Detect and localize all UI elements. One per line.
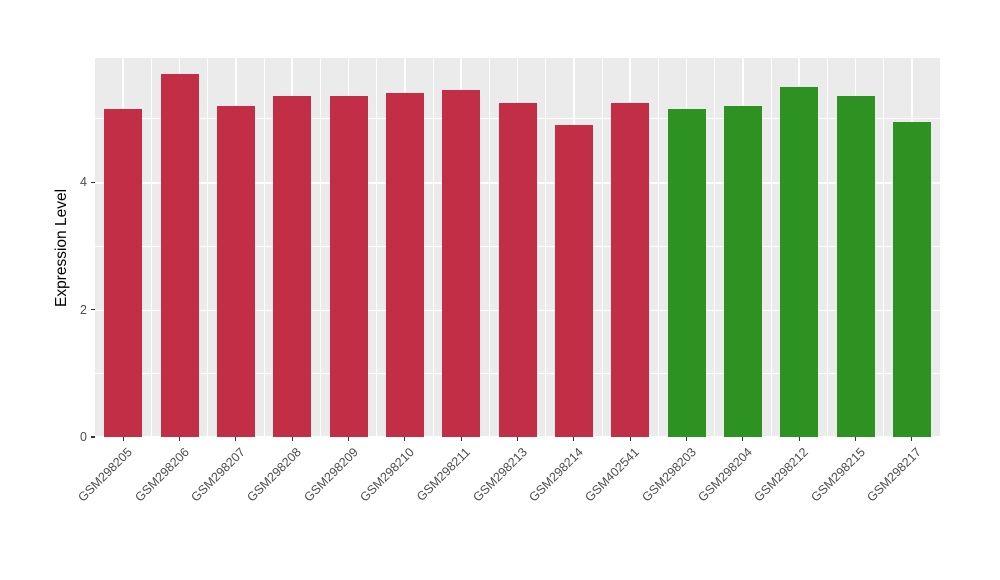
bar <box>498 102 537 437</box>
y-axis-title: Expression Level <box>53 188 70 307</box>
gridline-minor-vertical <box>207 58 208 437</box>
gridline-minor-vertical <box>714 58 715 437</box>
bar <box>216 105 255 437</box>
gridline-minor-vertical <box>601 58 603 437</box>
bar <box>385 93 424 437</box>
x-tick-mark <box>573 437 575 441</box>
bar <box>667 108 706 437</box>
x-tick-mark <box>460 437 462 441</box>
bar <box>892 121 931 437</box>
x-tick-label: GSM298213 <box>469 445 530 505</box>
x-tick-mark <box>122 437 124 441</box>
x-tick-mark <box>347 437 350 441</box>
x-tick-label: GSM298204 <box>695 445 755 505</box>
bar <box>160 73 199 437</box>
x-tick-label: GSM298209 <box>300 445 361 505</box>
y-tick-label: 0 <box>80 430 87 444</box>
x-tick-label: GSM298208 <box>244 445 305 505</box>
gridline-minor-vertical <box>376 58 377 437</box>
gridline-minor-vertical <box>488 58 490 437</box>
gridline-minor-vertical <box>657 58 659 437</box>
gridline-minor-vertical <box>883 58 884 437</box>
plot-panel <box>95 58 940 437</box>
x-tick-mark <box>685 437 688 441</box>
bar <box>611 102 650 437</box>
y-tick-label: 4 <box>80 175 87 190</box>
x-tick-label: GSM298214 <box>526 445 586 505</box>
x-tick-label: GSM298212 <box>751 445 812 505</box>
x-tick-mark <box>854 437 857 441</box>
gridline-minor-vertical <box>826 58 828 437</box>
gridline-minor-vertical <box>432 58 434 437</box>
x-tick-mark <box>629 437 631 441</box>
y-tick-mark <box>91 436 95 438</box>
x-tick-mark <box>798 437 800 441</box>
gridline-minor-vertical <box>770 58 772 437</box>
gridline-minor-vertical <box>150 58 152 437</box>
bar <box>273 96 312 437</box>
bar <box>554 124 593 437</box>
x-tick-label: GSM298210 <box>357 445 417 505</box>
bar <box>442 89 481 437</box>
x-tick-label: GSM402541 <box>582 445 643 505</box>
gridline-minor-vertical <box>319 58 321 437</box>
bar <box>723 105 762 437</box>
gridline-minor-vertical <box>545 58 546 437</box>
y-tick-mark <box>91 181 95 183</box>
x-tick-mark <box>911 437 913 441</box>
x-tick-label: GSM298215 <box>807 445 868 505</box>
x-tick-label: GSM298206 <box>131 445 192 505</box>
bar <box>104 108 143 437</box>
x-tick-mark <box>404 437 406 441</box>
y-tick-mark <box>91 309 95 311</box>
x-tick-label: GSM298205 <box>75 445 136 505</box>
y-tick-label: 2 <box>80 302 87 317</box>
x-tick-label: GSM298211 <box>414 445 474 504</box>
x-tick-mark <box>178 437 181 441</box>
x-tick-label: GSM298207 <box>188 445 248 505</box>
x-tick-label: GSM298203 <box>638 445 699 505</box>
x-tick-mark <box>235 437 237 441</box>
bar <box>329 96 368 437</box>
bar <box>836 96 875 437</box>
x-tick-mark <box>516 437 519 441</box>
gridline-minor-vertical <box>263 58 265 437</box>
x-tick-mark <box>291 437 293 441</box>
x-tick-label: GSM298217 <box>864 445 924 505</box>
bar <box>780 86 819 437</box>
x-tick-mark <box>742 437 744 441</box>
